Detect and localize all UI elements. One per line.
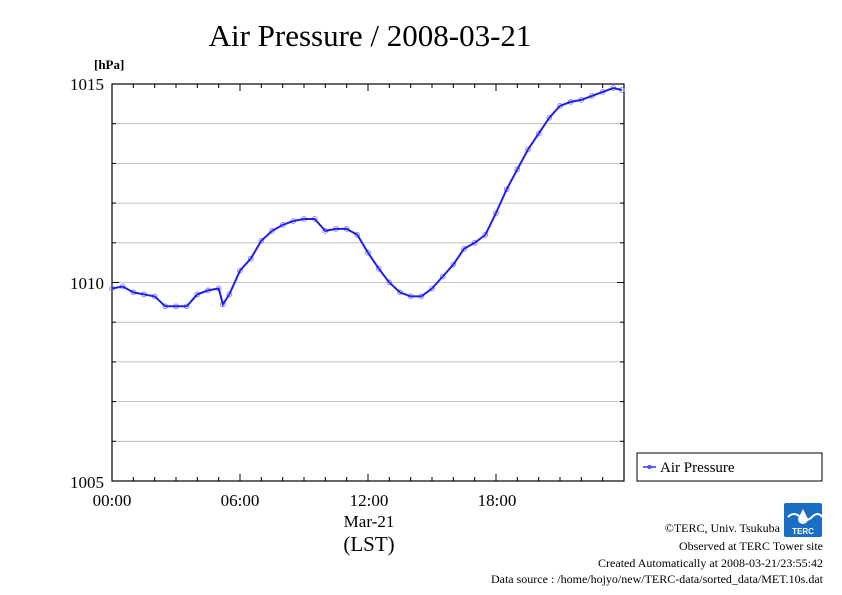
data-point [535, 130, 542, 137]
series-line-air-pressure [111, 86, 623, 308]
data-point [365, 249, 371, 256]
legend-box [636, 452, 823, 482]
credit-copyright: ©TERC, Univ. Tsukuba [665, 521, 781, 535]
data-point [450, 261, 457, 268]
legend-label: Air Pressure [660, 460, 735, 476]
credit-observed: Observed at TERC Tower site [679, 539, 823, 553]
data-point [525, 146, 531, 153]
data-point [546, 114, 553, 121]
gridlines [112, 123, 624, 442]
data-point [386, 279, 393, 286]
credit-created: Created Automatically at 2008-03-21/23:5… [598, 556, 823, 570]
legend-point-marker [647, 464, 652, 469]
data-point [247, 255, 254, 262]
y-tick-label-1015: 1015 [70, 75, 104, 94]
x-tick-label-1800: 18:00 [478, 491, 517, 510]
x-tick-label-0000: 00:00 [93, 491, 132, 510]
data-point [269, 228, 275, 234]
data-point [354, 232, 361, 238]
x-date-label: Mar-21 [344, 512, 395, 531]
data-point [514, 166, 521, 173]
x-tick-label-0600: 06:00 [221, 491, 260, 510]
data-point [429, 285, 435, 292]
data-point [439, 273, 446, 280]
y-unit-label: [hPa] [94, 57, 124, 72]
chart-title: Air Pressure / 2008-03-21 [209, 18, 532, 53]
terc-logo: TERC [784, 503, 823, 537]
logo-text: TERC [792, 527, 814, 536]
data-point [258, 237, 265, 244]
y-tick-label-1010: 1010 [70, 274, 104, 293]
y-tick-label-1005: 1005 [70, 473, 104, 492]
y-axis-ticks [112, 83, 624, 482]
legend: Air Pressure [636, 452, 823, 482]
data-point [461, 245, 467, 252]
x-axis-ticks [111, 84, 625, 481]
data-point [482, 232, 489, 238]
series-points [109, 85, 625, 310]
data-point [471, 239, 478, 246]
x-axis-label: (LST) [343, 532, 394, 556]
data-point [375, 265, 382, 272]
credit-source: Data source : /home/hojyo/new/TERC-data/… [491, 572, 824, 586]
x-tick-label-1200: 12:00 [350, 491, 389, 510]
